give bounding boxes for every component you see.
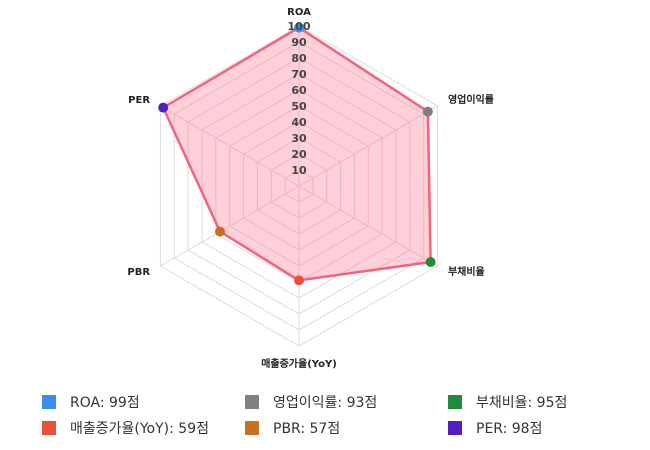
legend-label: 부채비율: 95점 xyxy=(476,395,567,411)
data-point xyxy=(422,106,433,117)
legend-label: 영업이익률: 93점 xyxy=(273,395,377,411)
axis-label: PER xyxy=(128,95,150,106)
data-point xyxy=(425,257,436,267)
axis-label: 매출증가율(YoY) xyxy=(261,357,337,370)
spoke xyxy=(298,105,438,187)
legend-swatch xyxy=(245,421,259,435)
r-tick-label: 100 xyxy=(288,20,311,33)
data-point xyxy=(294,275,304,286)
legend-label: ROA: 99점 xyxy=(70,395,140,411)
r-tick-label: 20 xyxy=(291,148,307,161)
r-tick-label: 60 xyxy=(291,84,307,97)
r-tick-label: 10 xyxy=(291,164,307,177)
axis-label: PBR xyxy=(127,267,150,278)
data-point xyxy=(294,22,304,33)
r-tick-label: 90 xyxy=(291,36,307,49)
legend-swatch xyxy=(245,395,259,409)
legend-label: PBR: 57점 xyxy=(273,421,340,437)
axis-label: 영업이익률 xyxy=(448,93,494,106)
axis-label: ROA xyxy=(287,7,311,18)
spoke xyxy=(298,185,438,267)
r-tick-label: 80 xyxy=(291,52,307,65)
r-tick-label: 50 xyxy=(291,100,307,113)
r-tick-label: 30 xyxy=(291,132,307,145)
data-point xyxy=(215,226,226,237)
legend-label: 매출증가율(YoY): 59점 xyxy=(70,421,209,437)
spoke xyxy=(160,105,300,187)
r-tick-label: 70 xyxy=(291,68,307,81)
legend-swatch xyxy=(448,421,462,435)
legend-swatch xyxy=(448,395,462,409)
legend-label: PER: 98점 xyxy=(476,421,542,437)
legend-swatch xyxy=(42,421,56,435)
axis-label: 부채비율 xyxy=(448,265,485,278)
data-point xyxy=(158,102,169,113)
legend-swatch xyxy=(42,395,56,409)
r-tick-label: 40 xyxy=(291,116,307,129)
spoke xyxy=(160,185,300,267)
